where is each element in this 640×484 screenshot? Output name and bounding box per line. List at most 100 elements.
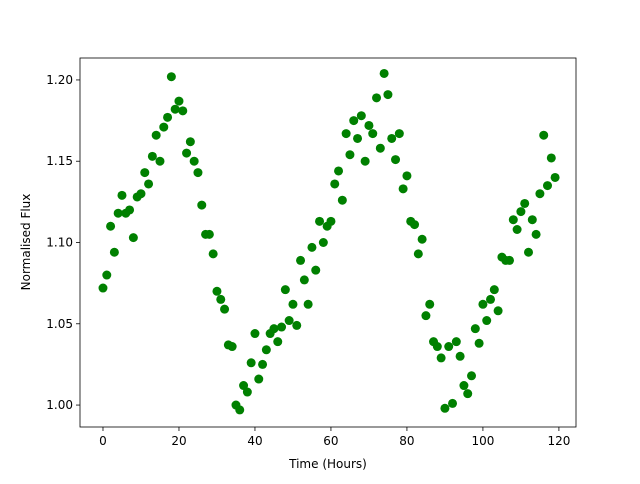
point — [288, 299, 298, 309]
point — [421, 311, 431, 321]
point — [341, 129, 351, 139]
plot-frame — [79, 57, 577, 428]
y-tick-label: 1.05 — [46, 317, 73, 331]
point — [292, 320, 302, 330]
point — [394, 129, 404, 139]
point — [387, 133, 397, 143]
point — [474, 338, 484, 348]
point — [436, 353, 446, 363]
point — [280, 285, 290, 295]
x-tick-label: 40 — [247, 434, 262, 448]
point — [546, 153, 556, 163]
point — [516, 207, 526, 217]
point — [159, 122, 169, 132]
point — [246, 358, 256, 368]
point — [505, 255, 515, 265]
point — [410, 220, 420, 230]
point — [463, 389, 473, 399]
point — [413, 249, 423, 259]
point — [375, 143, 385, 153]
point — [493, 306, 503, 316]
point — [402, 171, 412, 181]
point — [125, 205, 135, 215]
point — [269, 324, 279, 334]
point — [102, 270, 112, 280]
point — [524, 247, 534, 257]
point — [539, 130, 549, 140]
point — [174, 96, 184, 106]
point — [261, 345, 271, 355]
point — [284, 316, 294, 326]
point — [364, 120, 374, 130]
point — [440, 403, 450, 413]
point — [117, 190, 127, 200]
point — [185, 137, 195, 147]
point — [455, 351, 465, 361]
x-tick-label: 0 — [99, 434, 107, 448]
point — [391, 155, 401, 165]
point — [512, 224, 522, 234]
point — [98, 283, 108, 293]
point — [470, 324, 480, 334]
point — [299, 275, 309, 285]
y-axis-label: Normalised Flux — [19, 194, 33, 291]
point — [360, 156, 370, 166]
point — [356, 111, 366, 121]
point — [163, 112, 173, 122]
x-axis-label: Time (Hours) — [288, 457, 367, 471]
point — [109, 247, 119, 257]
point — [451, 337, 461, 347]
point — [170, 104, 180, 114]
y-tick-label: 1.00 — [46, 398, 73, 412]
point — [543, 181, 553, 191]
point — [189, 156, 199, 166]
point — [193, 168, 203, 178]
y-tick-label: 1.15 — [46, 154, 73, 168]
point — [128, 233, 138, 243]
point — [353, 133, 363, 143]
point — [151, 130, 161, 140]
point — [330, 179, 340, 189]
point — [467, 371, 477, 381]
point — [235, 405, 245, 415]
point — [444, 342, 454, 352]
x-tick-label: 100 — [471, 434, 494, 448]
point — [254, 374, 264, 384]
point — [448, 398, 458, 408]
point — [147, 151, 157, 161]
point — [182, 148, 192, 158]
point — [227, 342, 237, 352]
point — [166, 72, 176, 82]
point — [334, 166, 344, 176]
point — [216, 294, 226, 304]
point — [144, 179, 154, 189]
point — [315, 216, 325, 226]
point — [208, 249, 218, 259]
point — [296, 255, 306, 265]
point — [398, 184, 408, 194]
point — [326, 216, 336, 226]
point — [140, 168, 150, 178]
point — [531, 229, 541, 239]
point — [250, 329, 260, 339]
point — [550, 172, 560, 182]
point — [307, 242, 317, 252]
point — [136, 189, 146, 199]
point — [178, 106, 188, 116]
point — [379, 68, 389, 78]
point — [197, 200, 207, 210]
point — [204, 229, 214, 239]
point — [220, 304, 230, 314]
point — [383, 90, 393, 100]
point — [277, 322, 287, 332]
point — [535, 189, 545, 199]
point — [311, 265, 321, 275]
point — [106, 221, 116, 231]
point — [239, 381, 249, 391]
point — [459, 381, 469, 391]
x-tick-label: 60 — [323, 434, 338, 448]
point — [345, 150, 355, 160]
point — [527, 215, 537, 225]
point — [155, 156, 165, 166]
point — [303, 299, 313, 309]
